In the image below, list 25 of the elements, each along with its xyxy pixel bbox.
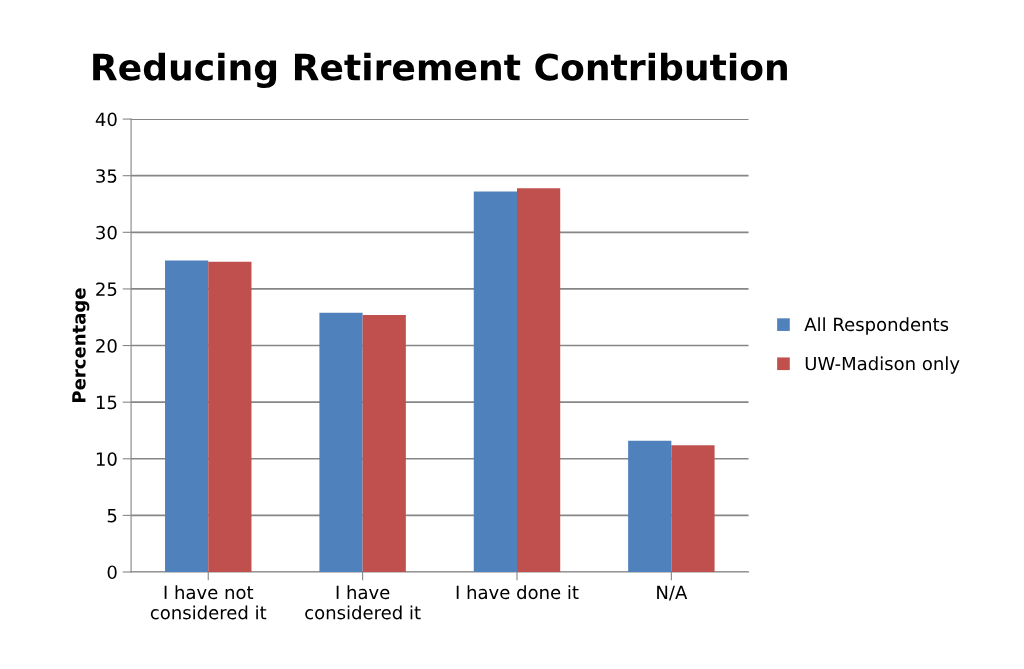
bar [628,440,672,572]
y-tick-label: 35 [96,169,117,183]
y-tick-label: 20 [96,339,117,353]
y-axis-title: Percentage [72,288,90,402]
legend-label: UW-Madison only [805,356,960,374]
x-tick-label: I have considered it [305,585,421,620]
y-tick-label: 10 [96,452,117,466]
bar [516,188,561,572]
y-tick-label: 25 [96,282,117,297]
chart-title: Reducing Retirement Contribution [93,52,787,88]
x-tick-label: I have done it [456,585,579,600]
bar [165,260,209,572]
bar [319,312,363,572]
y-tick-label: 0 [107,565,117,580]
bar [473,191,517,572]
y-tick-label: 40 [95,112,117,127]
legend-label: All Respondents [804,317,949,335]
y-tick-label: 30 [96,225,117,240]
bar [362,314,406,572]
y-tick-label: 15 [96,395,117,410]
bar [208,261,252,572]
x-tick-label: N/A [657,585,688,601]
y-tick-label: 5 [107,509,117,523]
bar [671,445,715,572]
x-tick-label: I have not considered it [150,585,267,620]
